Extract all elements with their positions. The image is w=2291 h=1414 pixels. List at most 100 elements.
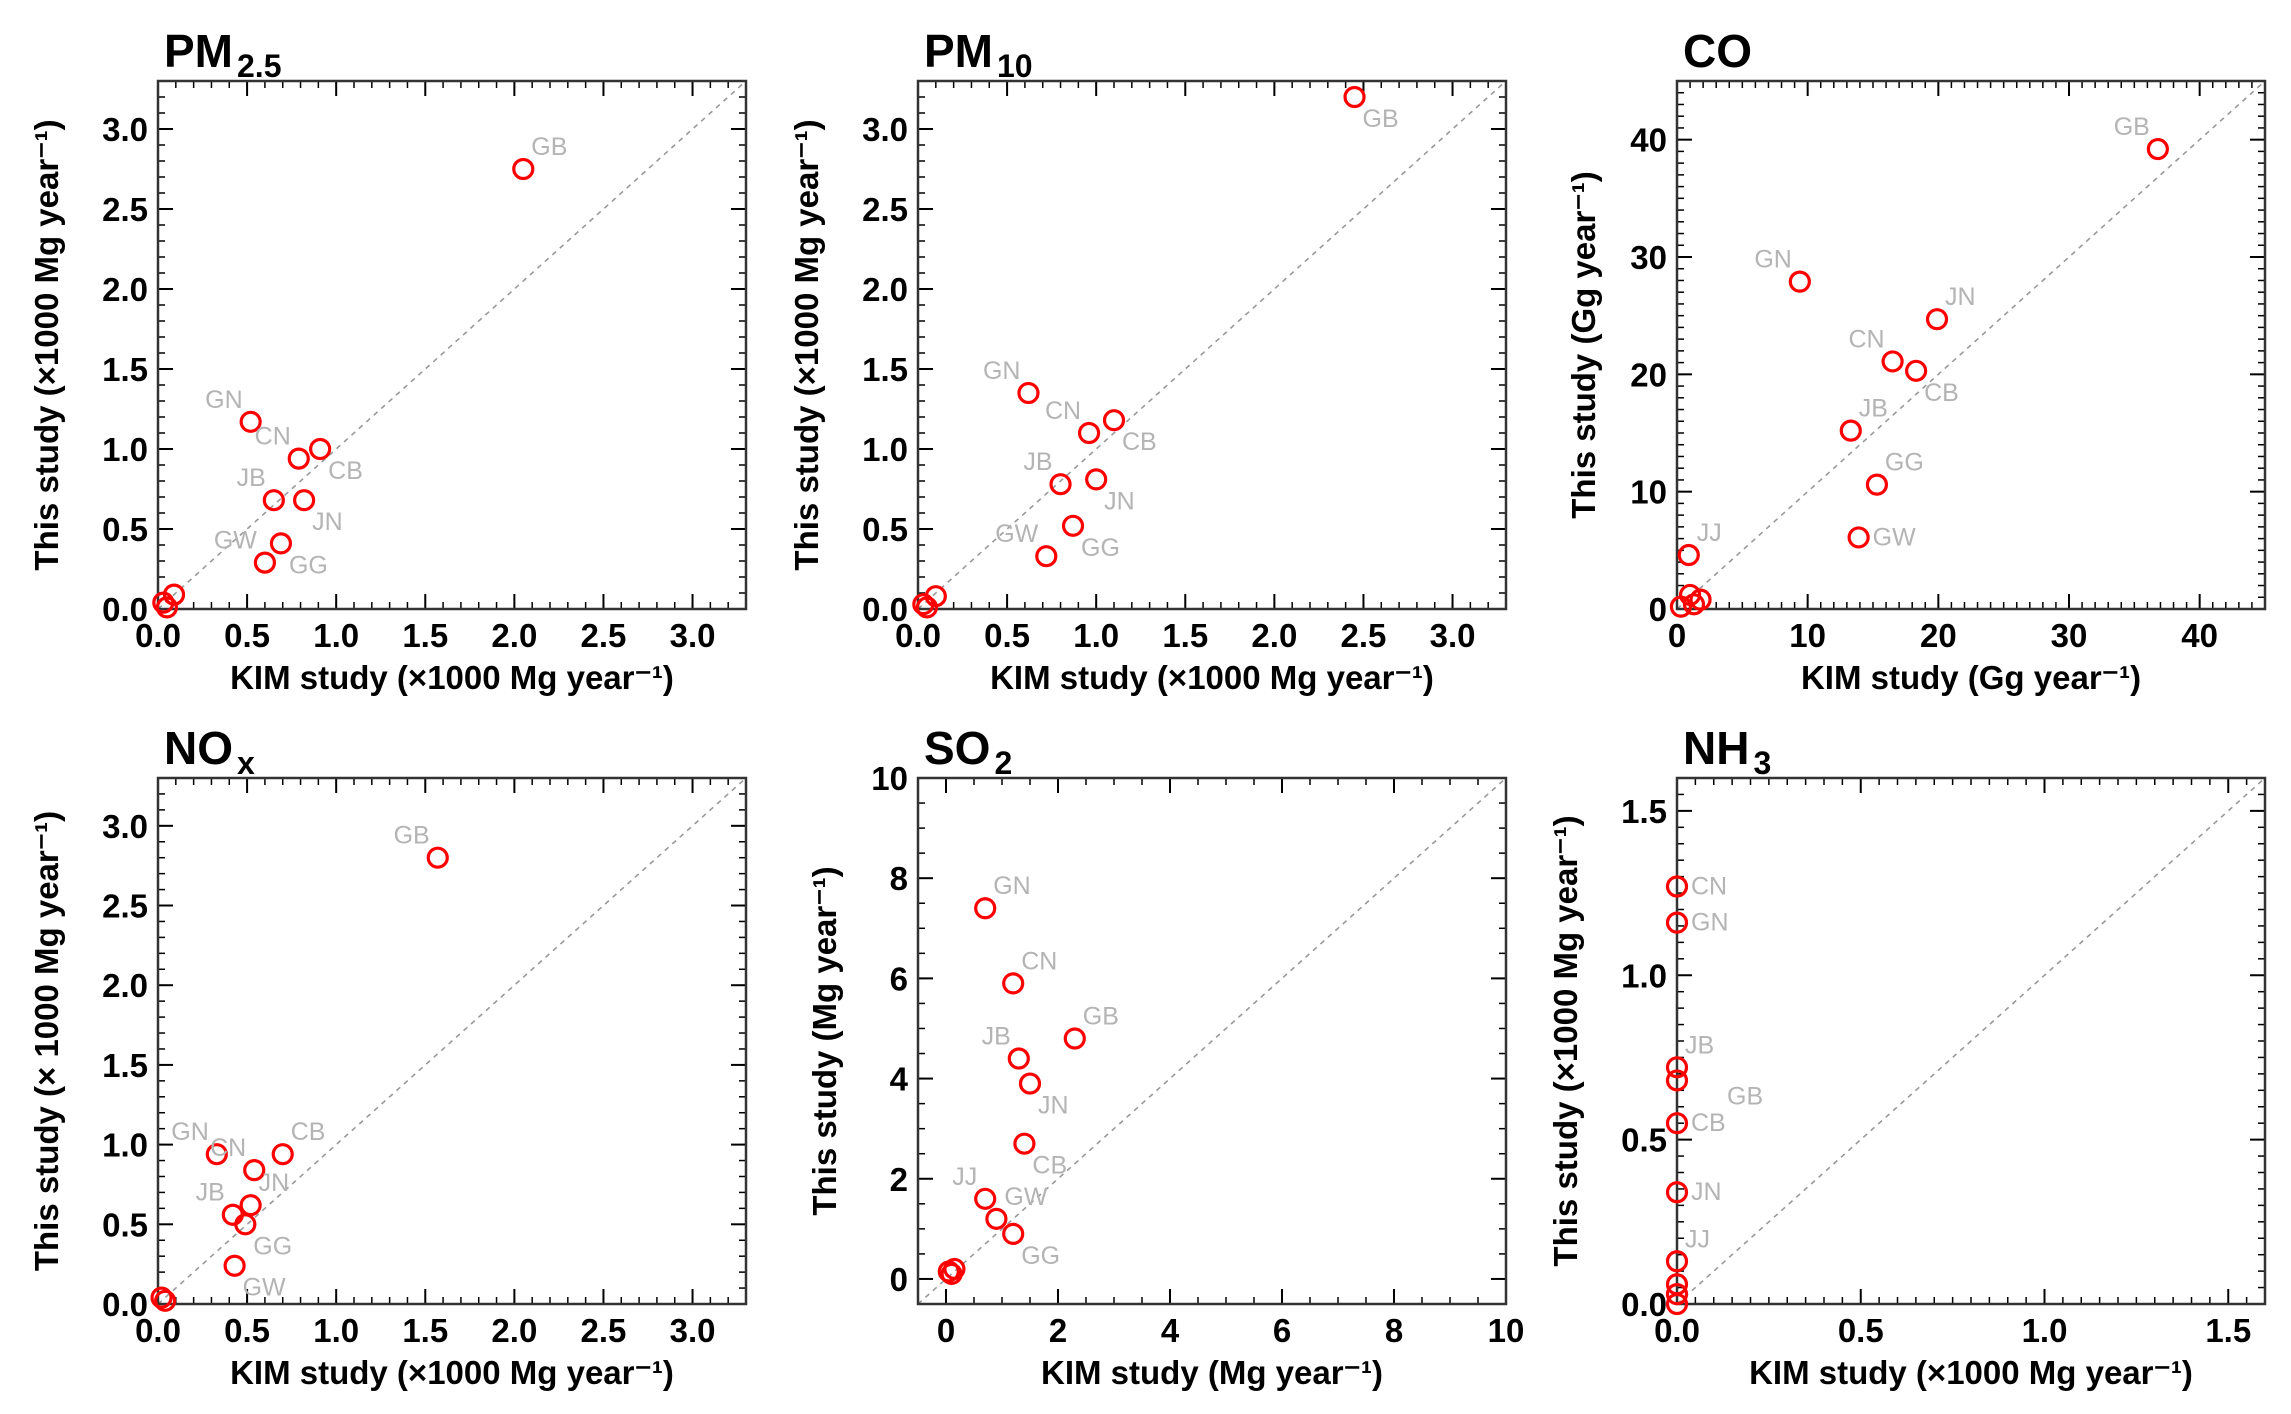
data-point-gw: [1035, 545, 1058, 568]
point-label: CN: [1045, 397, 1081, 425]
point-label: CB: [1691, 1109, 1726, 1137]
x-tick-label: 6: [1273, 1312, 1291, 1349]
point-label: GG: [1021, 1242, 1060, 1270]
title-subscript: x: [237, 745, 255, 781]
y-tick-label: 1.5: [862, 351, 908, 388]
data-point-gw: [223, 1254, 246, 1277]
point-label: JN: [312, 508, 343, 536]
data-point-cn: [1665, 875, 1689, 898]
one-to-one-line: [917, 80, 1507, 610]
data-point-unlabeled: [155, 596, 179, 619]
one-to-one-line: [157, 777, 747, 1305]
point-label: JN: [1038, 1092, 1069, 1120]
x-tick-label: 1.5: [1162, 617, 1208, 654]
y-tick-label: 3.0: [862, 111, 908, 148]
point-label: JB: [1685, 1031, 1714, 1059]
x-tick-label: 1.0: [313, 617, 359, 654]
point-label: GN: [983, 357, 1021, 385]
point-label: JJ: [1685, 1225, 1710, 1253]
x-tick-label: 3.0: [670, 1312, 716, 1349]
y-tick-label: 1.0: [102, 1127, 148, 1164]
data-point-cb: [1013, 1132, 1036, 1155]
one-to-one-line: [157, 80, 747, 610]
plot-frame: [1675, 79, 2267, 611]
y-tick-label: 10: [1630, 474, 1667, 511]
data-point-jn: [1018, 1072, 1042, 1095]
data-point-gg: [1002, 1222, 1025, 1245]
x-axis-label: KIM study (×1000 Mg year⁻¹): [1749, 1354, 2193, 1391]
point-label: CN: [255, 423, 291, 451]
point-label: CB: [1032, 1152, 1067, 1180]
data-point-cn: [1002, 972, 1025, 995]
data-point-cb: [1102, 409, 1126, 432]
x-tick-label: 0.5: [1838, 1312, 1884, 1349]
point-label: GG: [253, 1232, 292, 1260]
data-point-gg: [1061, 514, 1085, 537]
y-tick-label: 20: [1630, 356, 1667, 393]
data-point-unlabeled: [152, 591, 175, 614]
x-tick-label: 1.0: [313, 1312, 359, 1349]
plot-frame: [156, 776, 748, 1306]
plot-frame: [916, 79, 1508, 611]
y-tick-label: 0: [890, 1261, 908, 1298]
y-tick-label: 1.5: [102, 1047, 148, 1084]
data-point-gn: [1788, 270, 1811, 293]
plot-frame: [1675, 776, 2267, 1306]
x-tick-label: 2.0: [491, 1312, 537, 1349]
panel-title: NH 3: [1683, 722, 1771, 781]
y-tick-label: 40: [1630, 122, 1667, 159]
data-point-gg: [269, 532, 293, 555]
data-point-gn: [239, 410, 262, 433]
y-tick-label: 10: [871, 760, 908, 797]
x-tick-label: 2.5: [1341, 617, 1387, 654]
x-tick-label: 1.0: [2022, 1312, 2068, 1349]
x-axis-label: KIM study (×1000 Mg year⁻¹): [230, 659, 674, 696]
data-point-gn: [205, 1143, 228, 1166]
x-axis-label: KIM study (×1000 Mg year⁻¹): [990, 659, 1434, 696]
panel-title: NO x: [164, 722, 255, 781]
data-point-jb: [1839, 419, 1862, 442]
x-tick-label: 4: [1161, 1312, 1180, 1349]
one-to-one-line: [917, 777, 1507, 1305]
x-tick-label: 0.0: [1654, 1312, 1700, 1349]
x-tick-label: 3.0: [670, 617, 716, 654]
y-tick-label: 0.0: [102, 591, 148, 628]
point-label: GB: [531, 133, 567, 161]
point-label: JN: [259, 1169, 290, 1197]
panel-title: CO: [1683, 25, 1752, 77]
data-point-unlabeled: [1665, 1292, 1689, 1316]
y-tick-label: 2.5: [102, 888, 148, 925]
x-tick-label: 0.0: [895, 617, 941, 654]
y-axis-label: This study (×1000 Mg year⁻¹): [788, 119, 825, 570]
point-label: CB: [328, 457, 363, 485]
point-label: GG: [1081, 534, 1120, 562]
title-main: CO: [1683, 25, 1752, 77]
panel-co: CO 00 10 10 20 20 30 30 40 40 KIM study (Gg year⁻¹…: [1565, 25, 2267, 696]
point-label: GB: [2114, 113, 2150, 141]
point-label: GN: [1754, 246, 1792, 274]
y-tick-label: 2.5: [102, 191, 148, 228]
data-point-unlabeled: [1665, 1283, 1689, 1306]
plot-frame: [916, 776, 1508, 1306]
data-point-gb: [1665, 1069, 1689, 1092]
data-point-gw: [253, 551, 277, 574]
point-label: GW: [1004, 1183, 1047, 1211]
x-tick-label: 1.5: [2205, 1312, 2251, 1349]
point-label: GN: [1691, 909, 1729, 937]
panel-nh3: NH 3 0.00.0 0.5 0.5 1.0 1.0 1.5 1.5 KIM study (×1…: [1547, 722, 2267, 1391]
title-main: PM: [924, 25, 993, 77]
panel-title: PM 2.5: [164, 25, 281, 84]
y-tick-label: 2.5: [862, 191, 908, 228]
data-point-jn: [239, 1194, 262, 1217]
y-tick-label: 0.5: [102, 1206, 148, 1243]
y-tick-label: 0.0: [862, 591, 908, 628]
y-tick-label: 2: [890, 1161, 908, 1198]
y-tick-label: 2.0: [102, 967, 148, 1004]
point-label: CN: [210, 1134, 246, 1162]
data-point-cb: [271, 1143, 294, 1166]
title-subscript: 10: [997, 48, 1033, 84]
y-tick-label: 1.5: [1621, 793, 1667, 830]
panel-nox: NO x 0.00.0 0.5 0.5 1.0 1.0 1.5 1.5 2.0 2.0 2.5 2.5 3…: [28, 722, 748, 1391]
data-point-jb: [262, 489, 285, 512]
